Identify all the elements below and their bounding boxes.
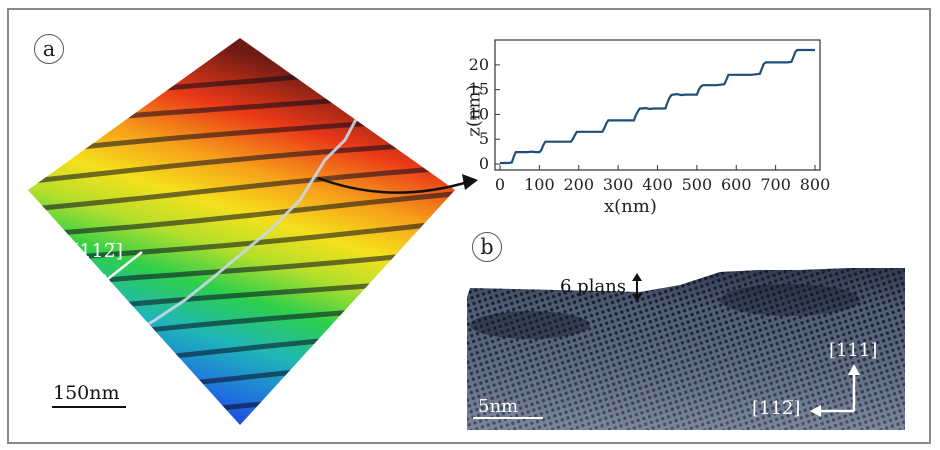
x-tick-label: 500 — [682, 175, 713, 194]
x-tick-label: 200 — [563, 175, 594, 194]
tem-scale-bar-label: 5nm — [478, 396, 519, 417]
x-tick-label: 0 — [495, 175, 505, 194]
series-line — [500, 48, 815, 165]
y-tick-label: 15 — [469, 80, 489, 99]
afm-scale-bar-label: 150nm — [53, 382, 120, 404]
y-tick-label: 5 — [479, 129, 489, 148]
y-tick-label: 0 — [479, 154, 489, 173]
x-tick-label: 600 — [721, 175, 752, 194]
panel-label-b: b — [472, 232, 502, 262]
afm-terrace-edge — [28, 138, 455, 186]
x-tick-label: 300 — [603, 175, 634, 194]
plans-label: 6 plans — [560, 276, 627, 297]
panel-label-a: a — [34, 34, 64, 64]
tem-shading — [467, 268, 905, 430]
x-tick-label: 100 — [524, 175, 555, 194]
afm-scale-bar — [52, 406, 126, 408]
afm-direction-arrow — [103, 251, 143, 283]
profile-arrow-head — [462, 174, 478, 190]
x-tick-label: 400 — [642, 175, 673, 194]
afm-direction-arrow-head — [96, 274, 111, 288]
afm-direction-label: [112̅] — [72, 240, 124, 262]
tem-axis-up-label: [111] — [829, 340, 878, 361]
y-tick-label: 20 — [469, 55, 489, 74]
tem-axis-left-label: [112̅] — [752, 398, 801, 419]
x-tick-label: 800 — [800, 175, 831, 194]
afm-terrace-edge — [28, 190, 455, 239]
y-tick-label: 10 — [469, 104, 489, 123]
afm-terrace-edge — [28, 163, 455, 213]
chart-xlabel: x(nm) — [604, 196, 657, 217]
profile-arrow — [317, 176, 469, 194]
x-tick-label: 700 — [760, 175, 791, 194]
